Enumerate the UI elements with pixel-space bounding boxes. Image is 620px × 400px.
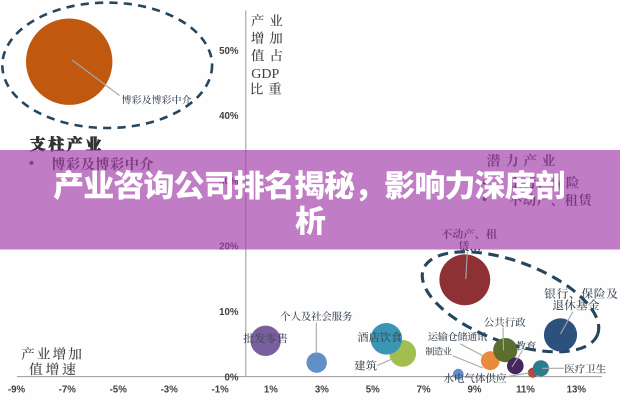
svg-text:7%: 7% bbox=[417, 384, 431, 395]
svg-text:-1%: -1% bbox=[211, 384, 229, 395]
svg-text:40%: 40% bbox=[219, 111, 239, 122]
svg-text:10%: 10% bbox=[219, 307, 239, 318]
svg-text:3%: 3% bbox=[315, 384, 329, 395]
svg-text:50%: 50% bbox=[219, 46, 239, 57]
svg-text:-3%: -3% bbox=[161, 384, 179, 395]
svg-text:5%: 5% bbox=[366, 384, 380, 395]
svg-text:GDP: GDP bbox=[251, 67, 279, 82]
svg-text:13%: 13% bbox=[567, 384, 587, 395]
svg-text:0%: 0% bbox=[224, 372, 238, 383]
svg-text:1%: 1% bbox=[264, 384, 278, 395]
svg-text:-5%: -5% bbox=[110, 384, 128, 395]
svg-text:-9%: -9% bbox=[8, 384, 26, 395]
svg-text:11%: 11% bbox=[516, 384, 535, 395]
svg-text:-7%: -7% bbox=[59, 384, 77, 395]
svg-text:9%: 9% bbox=[467, 384, 481, 395]
